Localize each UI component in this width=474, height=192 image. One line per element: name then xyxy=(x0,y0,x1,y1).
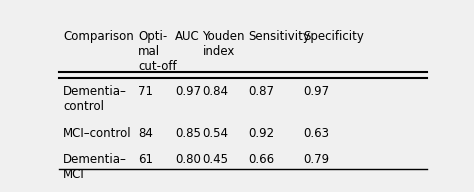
Text: 0.79: 0.79 xyxy=(303,153,329,166)
Text: Specificity: Specificity xyxy=(303,30,365,43)
Text: Dementia–
control: Dementia– control xyxy=(63,85,127,113)
Text: Sensitivity: Sensitivity xyxy=(248,30,310,43)
Text: Youden
index: Youden index xyxy=(202,30,245,58)
Text: 0.85: 0.85 xyxy=(175,127,201,140)
Text: Dementia–
MCI: Dementia– MCI xyxy=(63,153,127,181)
Text: 0.54: 0.54 xyxy=(202,127,228,140)
Text: 0.84: 0.84 xyxy=(202,85,228,98)
Text: 0.87: 0.87 xyxy=(248,85,274,98)
Text: 61: 61 xyxy=(138,153,153,166)
Text: Opti-
mal
cut-off: Opti- mal cut-off xyxy=(138,30,177,73)
Text: 0.45: 0.45 xyxy=(202,153,228,166)
Text: MCI–control: MCI–control xyxy=(63,127,132,140)
Text: 0.80: 0.80 xyxy=(175,153,201,166)
Text: 0.97: 0.97 xyxy=(303,85,329,98)
Text: AUC: AUC xyxy=(175,30,200,43)
Text: 84: 84 xyxy=(138,127,153,140)
Text: 0.92: 0.92 xyxy=(248,127,274,140)
Text: 0.63: 0.63 xyxy=(303,127,329,140)
Text: Comparison: Comparison xyxy=(63,30,134,43)
Text: 0.66: 0.66 xyxy=(248,153,274,166)
Text: 71: 71 xyxy=(138,85,153,98)
Text: 0.97: 0.97 xyxy=(175,85,201,98)
